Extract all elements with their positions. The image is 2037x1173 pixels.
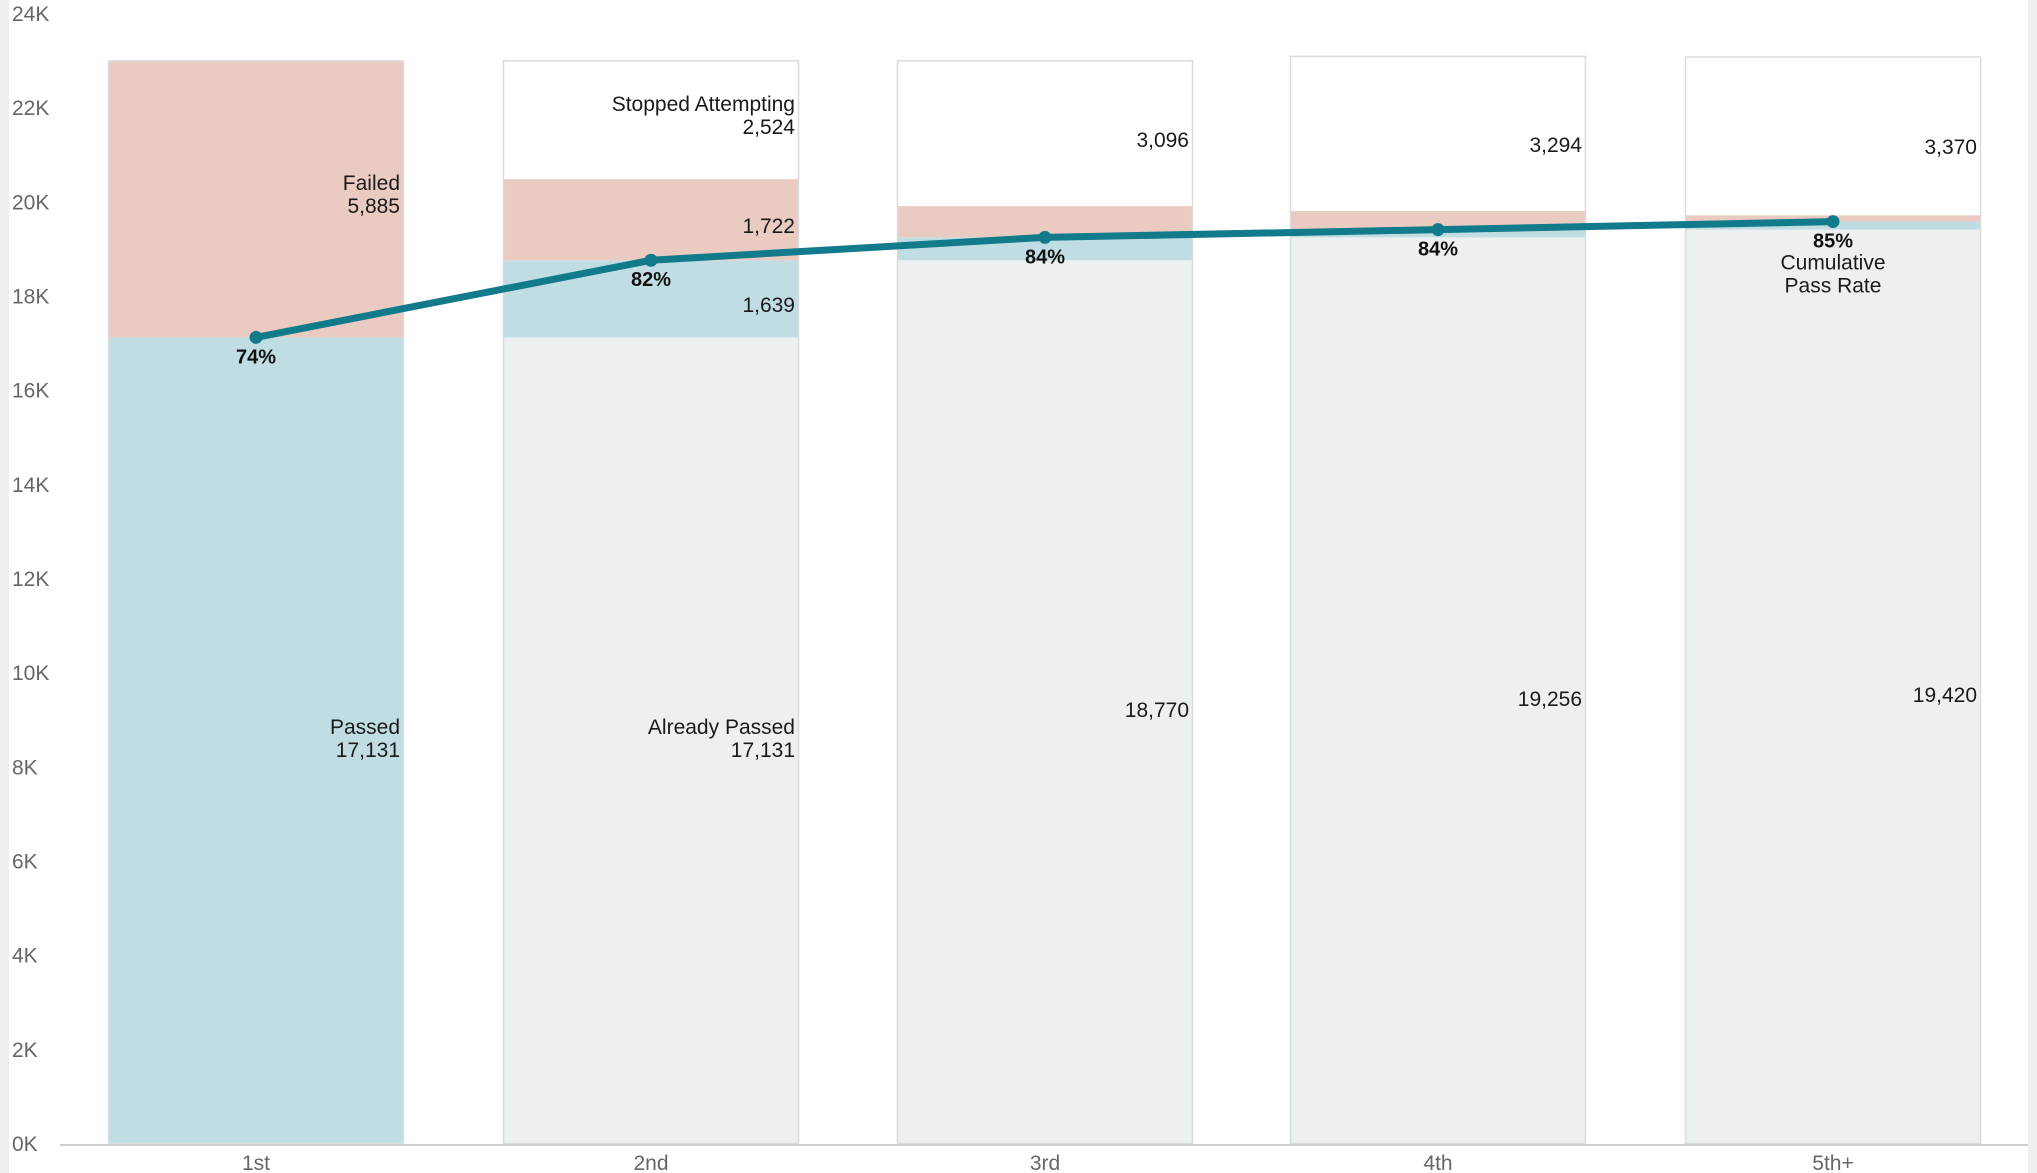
pct-label: 82% <box>631 269 671 291</box>
line-point <box>249 330 263 344</box>
label-already-passed-value: 19,420 <box>1913 684 1977 707</box>
label-already-passed-name: Already Passed <box>648 716 795 739</box>
y-tick-label: 20K <box>12 191 49 214</box>
y-tick-label: 6K <box>12 851 38 874</box>
bar-outline <box>107 60 405 1145</box>
label-failed-value: 1,722 <box>742 215 795 238</box>
x-tick-label: 1st <box>242 1152 270 1173</box>
label-stopped-value: 2,524 <box>742 116 795 139</box>
label-passed-name: Passed <box>330 716 400 739</box>
bar-outline <box>896 60 1194 1145</box>
label-failed-value: 5,885 <box>347 195 400 218</box>
bar-segment-already-passed <box>503 337 799 1144</box>
pct-label: 85% <box>1813 231 1853 253</box>
bar-segment-failed <box>108 60 404 338</box>
bar-segment-stopped-attempting <box>1290 55 1586 211</box>
bar-outline <box>1684 56 1982 1145</box>
label-already-passed-value: 19,256 <box>1518 688 1582 711</box>
bar-segment-stopped-attempting <box>503 60 799 180</box>
line-point <box>644 253 658 267</box>
y-tick-label: 12K <box>12 568 49 591</box>
bar-segment-already-passed <box>1685 229 1981 1144</box>
label-already-passed-value: 17,131 <box>731 739 795 762</box>
label-passed-value: 17,131 <box>336 739 400 762</box>
x-tick-label: 2nd <box>633 1152 668 1173</box>
line-point <box>1826 215 1840 229</box>
bar-segment-stopped-attempting <box>1685 56 1981 216</box>
y-tick-label: 18K <box>12 286 49 309</box>
label-passed-value: 1,639 <box>742 294 795 317</box>
label-stopped-name: Stopped Attempting <box>612 93 795 116</box>
line-series-label: Pass Rate <box>1785 275 1882 298</box>
label-stopped-value: 3,370 <box>1924 136 1977 159</box>
x-tick-label: 3rd <box>1030 1152 1060 1173</box>
x-tick-label: 4th <box>1423 1152 1452 1173</box>
bar-segment-already-passed <box>1290 237 1586 1144</box>
bar-outline <box>1289 55 1587 1145</box>
bar-outline <box>502 60 800 1145</box>
bar-segment-already-passed <box>897 260 1193 1144</box>
y-tick-label: 2K <box>12 1039 38 1062</box>
y-tick-label: 14K <box>12 474 49 497</box>
y-tick-label: 22K <box>12 97 49 120</box>
left-edge <box>0 0 9 1173</box>
y-tick-label: 4K <box>12 945 38 968</box>
label-stopped-value: 3,096 <box>1136 129 1189 152</box>
pct-label: 84% <box>1025 246 1065 268</box>
y-tick-label: 16K <box>12 380 49 403</box>
y-tick-label: 10K <box>12 662 49 685</box>
line-point <box>1431 223 1445 237</box>
line-point <box>1038 230 1052 244</box>
line-series-label: Cumulative <box>1780 252 1885 275</box>
y-tick-label: 8K <box>12 756 38 779</box>
y-tick-label: 0K <box>12 1133 38 1156</box>
bar-segment-passed <box>108 337 404 1144</box>
label-stopped-value: 3,294 <box>1529 134 1582 157</box>
y-tick-label: 24K <box>12 3 49 26</box>
pct-label: 84% <box>1418 239 1458 261</box>
right-edge <box>2028 0 2037 1173</box>
bar-segment-passed <box>503 260 799 338</box>
bar-segment-stopped-attempting <box>897 60 1193 207</box>
x-tick-label: 5th+ <box>1812 1152 1853 1173</box>
label-already-passed-value: 18,770 <box>1125 699 1189 722</box>
bar-segment-failed <box>503 179 799 261</box>
label-failed-name: Failed <box>343 172 400 195</box>
pct-label: 74% <box>236 346 276 368</box>
